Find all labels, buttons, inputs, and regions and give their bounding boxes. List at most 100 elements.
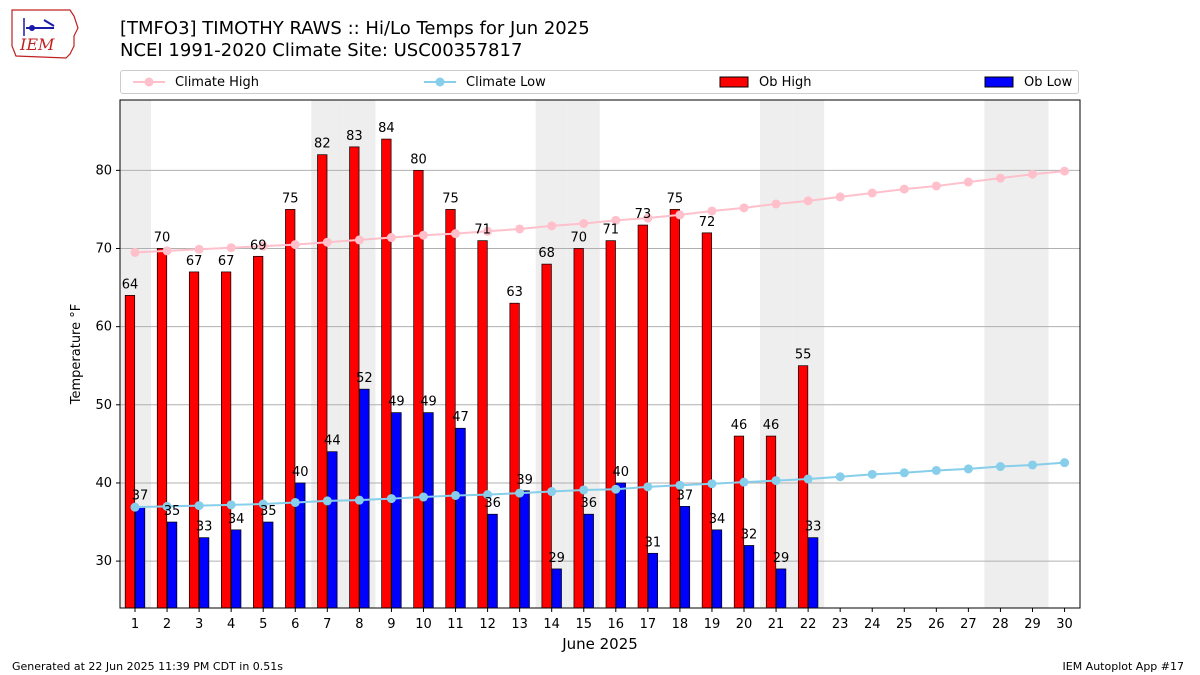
bar-low-10 [423, 412, 434, 609]
climate-high-point-2 [162, 246, 172, 256]
bar-low-15 [583, 513, 594, 609]
climate-high-point-13 [515, 224, 525, 234]
climate-low-point-13 [515, 488, 525, 498]
xtick-label-4: 4 [227, 617, 235, 632]
bar-low-4 [231, 529, 242, 609]
bar-low-22 [808, 537, 819, 609]
label-low-12: 36 [484, 496, 501, 511]
bar-high-22 [797, 365, 809, 609]
climate-low-point-12 [483, 490, 493, 500]
climate-low-point-10 [418, 492, 428, 502]
xtick-label-20: 20 [736, 617, 753, 632]
label-high-1: 64 [122, 277, 139, 292]
climate-low-point-21 [771, 476, 781, 486]
legend-label-climate-high: Climate High [175, 74, 260, 90]
legend-item-climate-high: Climate High [133, 71, 259, 93]
xtick-label-10: 10 [415, 617, 432, 632]
xtick-label-23: 23 [832, 617, 849, 632]
legend-item-ob-high: Ob High [719, 71, 812, 93]
climate-low-point-15 [579, 485, 589, 495]
bar-low-13 [519, 490, 530, 609]
climate-low-point-17 [643, 482, 653, 492]
ytick-label-60: 60 [95, 320, 112, 335]
climate-high-point-1 [130, 247, 140, 257]
label-high-22: 55 [795, 348, 812, 363]
label-high-4: 67 [218, 254, 235, 269]
label-high-20: 46 [731, 418, 748, 433]
climate-high-point-23 [835, 192, 845, 202]
climate-low-point-4 [226, 500, 236, 510]
label-low-4: 34 [228, 512, 245, 527]
xtick-label-21: 21 [768, 617, 785, 632]
xtick-label-27: 27 [960, 617, 977, 632]
xtick-label-25: 25 [896, 617, 913, 632]
xtick-label-7: 7 [323, 617, 331, 632]
label-low-8: 52 [356, 371, 373, 386]
label-low-17: 31 [645, 535, 662, 550]
climate-high-point-9 [386, 233, 396, 243]
legend-marker-ob-low [984, 76, 1014, 88]
bar-low-11 [455, 427, 466, 609]
bar-high-13 [509, 302, 520, 609]
label-high-19: 72 [699, 215, 716, 230]
climate-high-point-17 [643, 213, 653, 223]
weekend-shade-29 [1016, 100, 1049, 608]
climate-high-point-8 [354, 235, 364, 245]
label-high-15: 70 [570, 230, 587, 245]
bar-low-18 [679, 506, 691, 609]
bar-low-17 [647, 552, 659, 609]
label-high-6: 75 [282, 191, 299, 206]
climate-low-point-27 [963, 464, 973, 474]
climate-low-point-18 [675, 480, 685, 490]
label-low-22: 33 [805, 520, 822, 535]
label-high-7: 82 [314, 137, 331, 152]
climate-high-point-22 [803, 196, 813, 206]
label-low-7: 44 [324, 434, 341, 449]
bar-high-7 [317, 154, 328, 609]
label-low-9: 49 [388, 395, 405, 410]
label-low-21: 29 [773, 551, 790, 566]
climate-high-point-26 [931, 181, 941, 191]
label-high-9: 84 [378, 121, 395, 136]
climate-high-point-10 [418, 230, 428, 240]
xtick-label-5: 5 [259, 617, 267, 632]
legend-item-ob-low: Ob Low [984, 71, 1072, 93]
weekend-shade-28 [984, 100, 1017, 608]
xtick-label-18: 18 [672, 617, 689, 632]
xtick-label-8: 8 [355, 617, 363, 632]
bar-high-1 [124, 295, 136, 609]
legend: Climate High Climate Low Ob High Ob Low [120, 70, 1079, 94]
bar-high-16 [605, 240, 616, 609]
bar-high-15 [573, 248, 584, 609]
xtick-label-15: 15 [575, 617, 592, 632]
climate-low-point-2 [162, 501, 172, 511]
y-axis-label: Temperature °F [69, 304, 84, 405]
xtick-label-26: 26 [928, 617, 945, 632]
bar-low-3 [199, 537, 210, 609]
xtick-label-24: 24 [864, 617, 881, 632]
climate-high-point-15 [579, 218, 589, 228]
ytick-label-80: 80 [95, 163, 112, 178]
bar-low-5 [263, 521, 274, 609]
bar-low-12 [487, 513, 498, 609]
climate-low-point-30 [1060, 458, 1070, 468]
label-low-19: 34 [709, 512, 726, 527]
climate-high-point-20 [739, 203, 749, 213]
bar-low-7 [327, 451, 338, 609]
xtick-label-29: 29 [1024, 617, 1041, 632]
climate-low-point-16 [611, 484, 621, 494]
climate-low-point-5 [258, 499, 268, 509]
legend-item-climate-low: Climate Low [424, 71, 546, 93]
xtick-label-14: 14 [543, 617, 560, 632]
climate-low-point-9 [386, 494, 396, 504]
climate-high-point-16 [611, 215, 621, 225]
label-low-3: 33 [196, 520, 213, 535]
label-high-2: 70 [154, 230, 171, 245]
xtick-label-12: 12 [479, 617, 496, 632]
climate-high-point-3 [194, 244, 204, 254]
xtick-label-2: 2 [163, 617, 171, 632]
label-high-16: 71 [603, 223, 620, 238]
legend-marker-climate-high [133, 77, 165, 87]
climate-low-point-1 [130, 502, 140, 512]
